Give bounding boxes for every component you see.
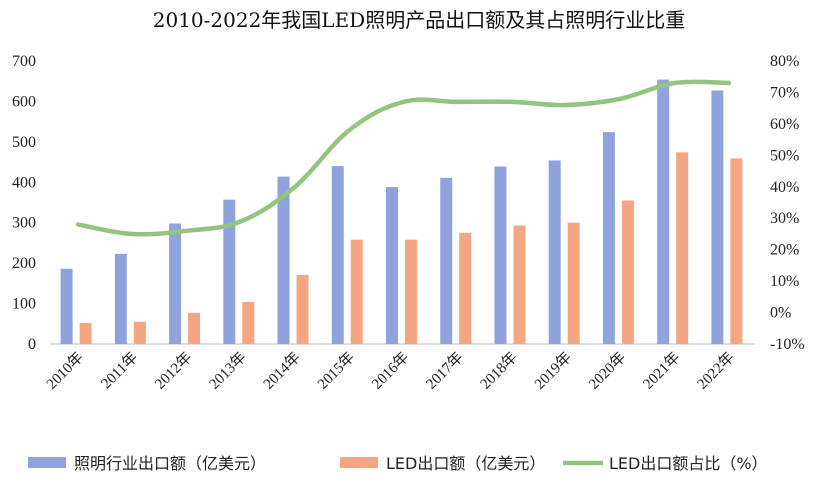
bar-led-export [350, 239, 363, 344]
right-axis: -10% 0% 10% 20% 30% 40% 50% 60% 70% 80% [770, 53, 805, 353]
x-axis-labels: 2010年 2011年 2012年 2013年 2014年 2015年 2016年 2017年… [43, 349, 738, 393]
bar-lighting-export [331, 166, 344, 344]
bar-led-export [133, 321, 146, 344]
right-tick-label: 0% [770, 305, 791, 322]
bar-series [60, 79, 743, 345]
right-tick-label: -10% [770, 336, 805, 353]
bar-led-export [405, 239, 417, 344]
right-tick-label: 50% [770, 147, 799, 164]
right-tick-label: 40% [770, 179, 799, 196]
bar-led-export [676, 152, 689, 344]
bar-lighting-export [60, 268, 73, 344]
bar-lighting-export [169, 223, 182, 344]
x-tick-label: 2011年 [98, 349, 141, 392]
bar-led-export [242, 301, 255, 344]
bar-lighting-export [711, 90, 724, 345]
chart-title: 2010-2022年我国LED照明产品出口额及其占照明行业比重 [153, 8, 685, 32]
right-tick-label: 10% [770, 273, 799, 290]
bar-led-export [79, 322, 92, 344]
bar-led-export [459, 232, 472, 344]
x-tick-label: 2012年 [152, 349, 196, 393]
x-tick-label: 2021年 [640, 349, 684, 393]
bar-lighting-export [602, 132, 615, 344]
bar-led-export [513, 225, 526, 344]
x-tick-label: 2016年 [368, 349, 412, 393]
line-series [75, 79, 732, 237]
legend-label: LED出口额占比（%） [609, 454, 768, 473]
left-tick-label: 0 [28, 336, 36, 353]
bar-led-export [296, 274, 309, 344]
right-tick-label: 60% [770, 116, 799, 133]
left-tick-label: 300 [12, 215, 36, 232]
x-tick-label: 2018年 [477, 349, 521, 393]
legend-label: 照明行业出口额（亿美元） [74, 454, 266, 473]
bar-led-export [730, 158, 743, 344]
bar-led-export [621, 200, 634, 344]
right-tick-label: 70% [770, 84, 799, 101]
right-tick-label: 30% [770, 210, 799, 227]
bar-lighting-export [223, 199, 236, 344]
bar-lighting-export [386, 187, 398, 344]
bar-lighting-export [657, 79, 670, 345]
legend: 照明行业出口额（亿美元） LED出口额（亿美元） LED出口额占比（%） [28, 454, 768, 473]
x-tick-label: 2014年 [260, 349, 304, 393]
x-tick-label: 2020年 [585, 349, 629, 393]
led-share-line [75, 79, 732, 237]
x-tick-label: 2015年 [314, 349, 358, 393]
bar-lighting-export [277, 176, 290, 344]
left-tick-label: 200 [12, 255, 36, 272]
left-tick-label: 100 [12, 296, 36, 313]
bar-lighting-export [548, 160, 561, 344]
right-tick-label: 20% [770, 242, 799, 259]
left-tick-label: 700 [12, 53, 36, 70]
x-tick-label: 2017年 [423, 349, 467, 393]
x-tick-label: 2019年 [531, 349, 575, 393]
left-tick-label: 500 [12, 134, 36, 151]
bar-lighting-export [440, 177, 453, 344]
left-tick-label: 400 [12, 174, 36, 191]
bar-led-export [188, 312, 201, 344]
x-tick-label: 2022年 [694, 349, 738, 393]
bar-lighting-export [494, 166, 507, 344]
left-axis: 0 100 200 300 400 500 600 700 [12, 53, 36, 353]
bar-lighting-export [114, 253, 127, 344]
x-tick-label: 2013年 [206, 349, 250, 393]
bar-led-export [567, 222, 580, 344]
left-tick-label: 600 [12, 93, 36, 110]
right-tick-label: 80% [770, 53, 799, 70]
legend-swatch [340, 457, 378, 468]
legend-swatch [28, 457, 66, 468]
x-tick-label: 2010年 [43, 349, 87, 393]
legend-label: LED出口额（亿美元） [386, 454, 545, 473]
